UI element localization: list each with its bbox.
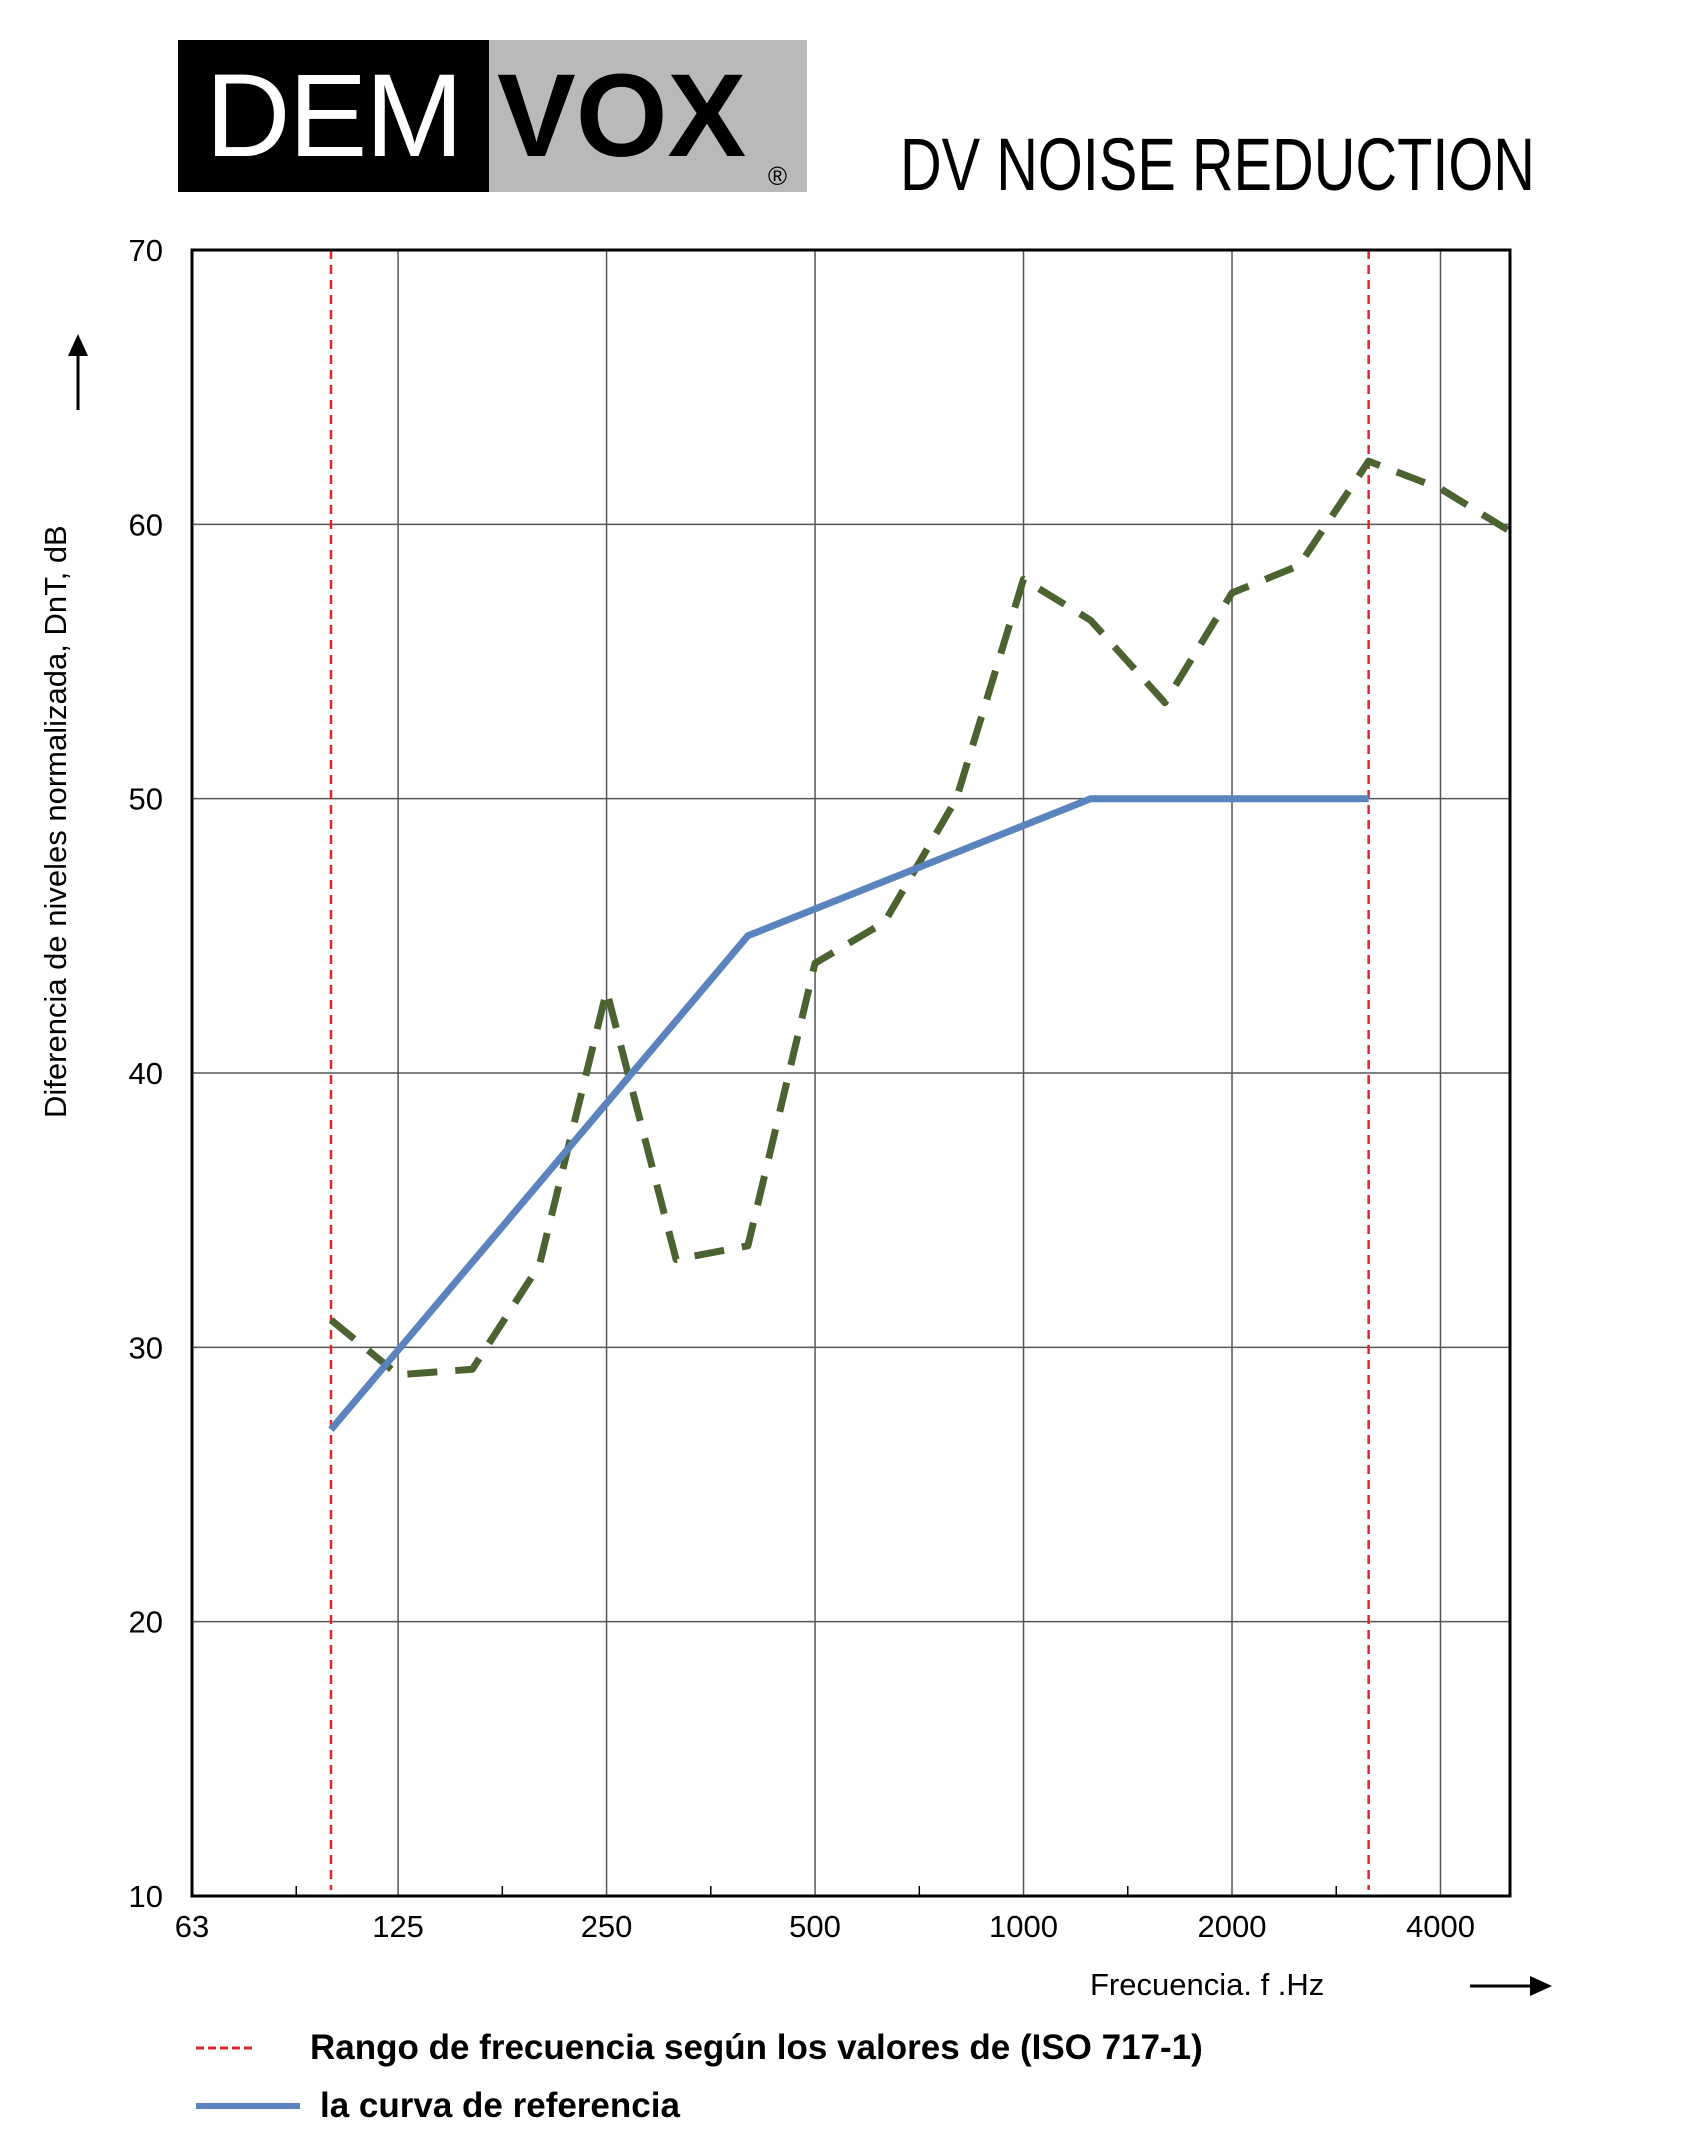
legend-marker-red-dashed (196, 2046, 256, 2050)
legend-item-iso-range: Rango de frecuencia según los valores de… (196, 2028, 1203, 2068)
y-tick-label: 40 (129, 1056, 163, 1091)
y-tick-label: 70 (129, 233, 163, 268)
y-tick-label: 20 (129, 1605, 163, 1640)
registered-mark: ® (767, 161, 787, 191)
chart-grid (192, 250, 1510, 1896)
measured-series-line (328, 457, 1510, 1379)
legend-label-iso-range: Rango de frecuencia según los valores de… (310, 2028, 1203, 2067)
chart-series (328, 457, 1510, 1432)
x-tick-label: 500 (789, 1909, 841, 1944)
reference-curve-line (328, 795, 1369, 1432)
x-axis-label: Frecuencia. f .Hz (1090, 1967, 1324, 2002)
y-axis-label: Diferencia de niveles normalizada, DnT, … (38, 525, 73, 1118)
y-tick-label: 10 (129, 1879, 163, 1914)
x-tick-label: 4000 (1406, 1909, 1475, 1944)
legend-label-reference-curve: la curva de referencia (320, 2086, 680, 2125)
y-tick-label: 50 (129, 782, 163, 817)
y-axis-arrow (68, 334, 88, 410)
legend-marker-blue-solid (196, 2103, 300, 2109)
x-axis-arrow (1470, 1976, 1552, 1996)
x-tick-label: 250 (581, 1909, 633, 1944)
legend-item-reference-curve: la curva de referencia (196, 2086, 680, 2126)
demvox-logo: DEM VOX ® (178, 40, 807, 192)
x-tick-label: 63 (175, 1909, 209, 1944)
logo-light-text: VOX (497, 50, 747, 182)
x-tick-label: 1000 (989, 1909, 1058, 1944)
iso-range-markers (329, 250, 1370, 1890)
x-tick-label: 2000 (1198, 1909, 1267, 1944)
logo-light-part: VOX ® (489, 40, 807, 192)
logo-dark-part: DEM (178, 40, 489, 192)
y-tick-labels: 10 20 30 40 50 60 70 (129, 233, 163, 1914)
y-tick-label: 30 (129, 1330, 163, 1365)
product-title: DV NOISE REDUCTION (900, 123, 1535, 206)
x-tick-label: 125 (372, 1909, 424, 1944)
plot-frame (190, 248, 1512, 1898)
y-tick-label: 60 (129, 507, 163, 542)
x-tick-labels: 63 125 250 500 1000 2000 4000 (175, 1909, 1475, 1944)
